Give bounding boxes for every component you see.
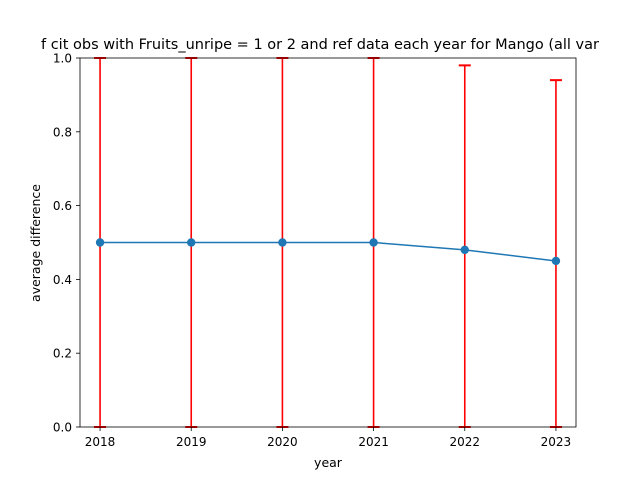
x-tick-label: 2023 [541,435,572,449]
x-tick-label: 2022 [449,435,480,449]
chart-title: f cit obs with Fruits_unripe = 1 or 2 an… [41,37,599,53]
x-tick-label: 2019 [176,435,207,449]
plot-area: 2018 2019 2020 2021 2022 2023 0.0 0.2 0.4 0.6 0.8 1… [53,52,577,449]
axes-frame [79,57,577,428]
series-line [100,241,557,262]
data-point [369,238,378,247]
x-tick-label: 2018 [85,435,116,449]
y-tick-label: 0.0 [53,421,72,435]
data-point [278,238,287,247]
y-tick-label: 0.8 [53,125,72,139]
y-tick-label: 0.4 [53,273,72,287]
y-tick-label: 0.2 [53,347,72,361]
y-tick-label: 1.0 [53,52,72,66]
data-point [460,245,469,255]
y-axis-label: average difference [28,184,43,302]
y-tick-label: 0.6 [53,199,72,213]
data-point [95,238,105,247]
data-point [551,256,561,266]
data-point [187,238,196,247]
x-axis-label: year [314,455,343,470]
x-tick-label: 2020 [267,435,298,449]
x-tick-label: 2021 [358,435,389,449]
